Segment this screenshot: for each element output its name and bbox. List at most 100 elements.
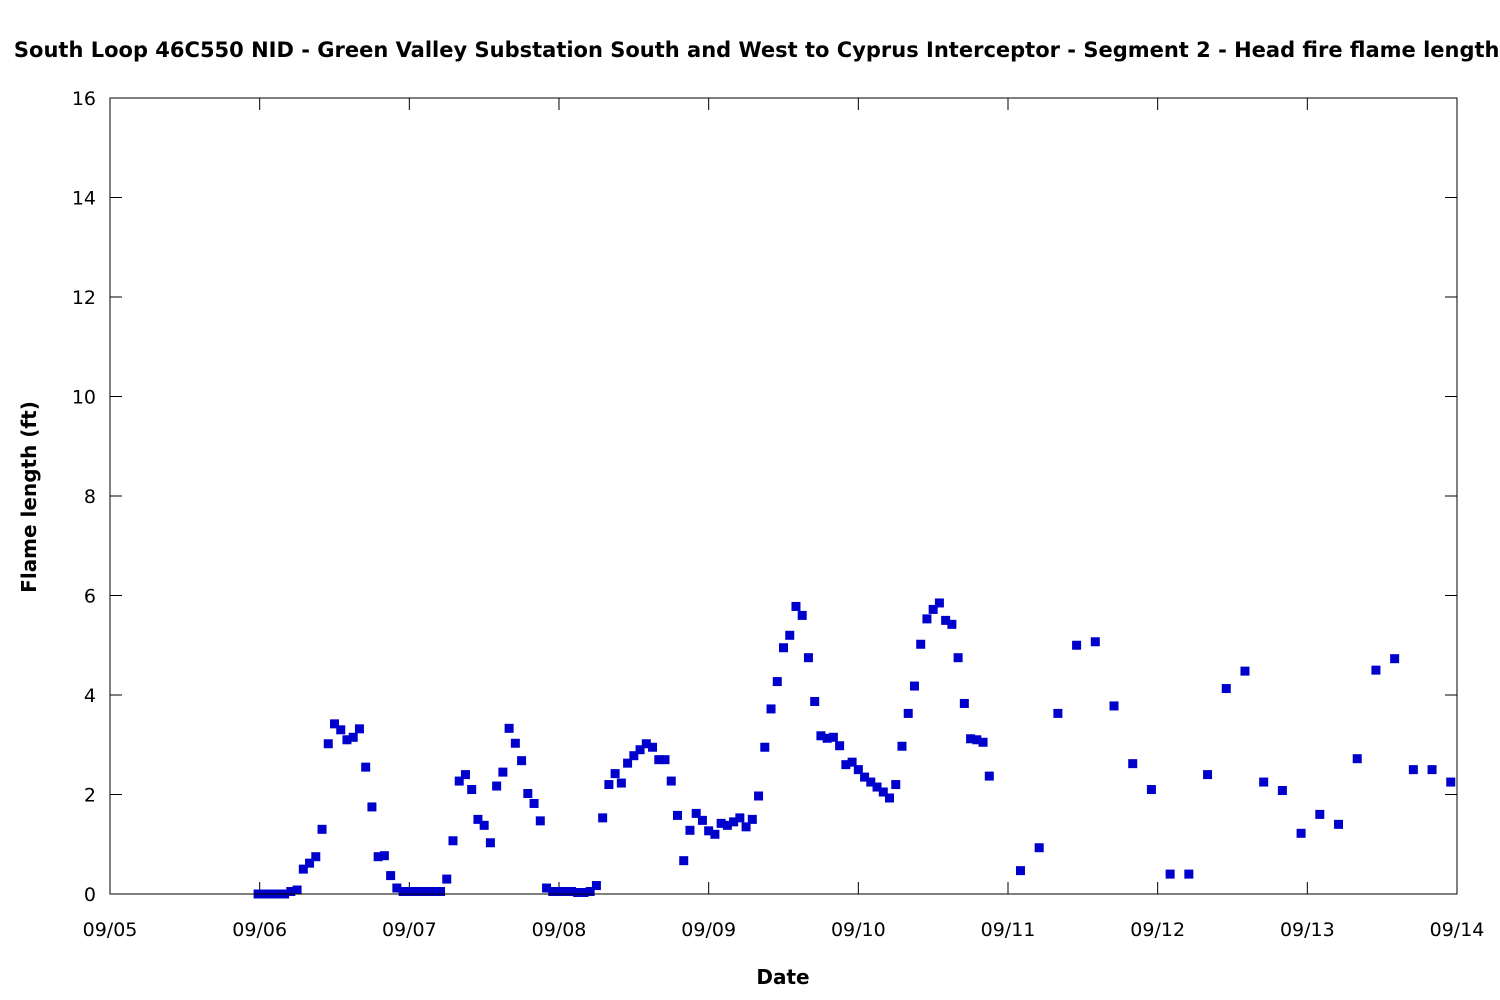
- data-point: [972, 735, 982, 745]
- data-point: [542, 883, 552, 893]
- y-axis-label: Flame length (ft): [17, 401, 41, 593]
- plot-frame: [109, 97, 1458, 895]
- data-point: [747, 814, 757, 824]
- data-point: [1352, 754, 1362, 764]
- y-tick-label: 2: [84, 785, 96, 807]
- data-point: [697, 815, 707, 825]
- data-point: [654, 755, 664, 765]
- data-point: [666, 776, 676, 786]
- data-point: [1109, 701, 1119, 711]
- data-point: [330, 719, 339, 729]
- data-point: [660, 755, 670, 765]
- x-tick-label: 09/10: [831, 919, 886, 941]
- data-point: [1408, 765, 1418, 775]
- data-point: [1203, 770, 1213, 780]
- data-point: [392, 883, 402, 893]
- data-point: [1146, 785, 1156, 795]
- data-point: [916, 639, 926, 649]
- y-tick-label: 16: [72, 88, 96, 110]
- data-point: [379, 851, 389, 861]
- data-point: [1072, 640, 1082, 650]
- data-point: [772, 677, 782, 687]
- data-point: [1184, 869, 1194, 879]
- data-point: [323, 739, 333, 749]
- data-point: [311, 852, 321, 862]
- data-point: [579, 888, 589, 898]
- data-point: [454, 776, 464, 786]
- data-point: [604, 780, 614, 790]
- data-point: [1446, 777, 1456, 787]
- data-point: [1390, 654, 1400, 664]
- y-tick-label: 10: [72, 387, 96, 409]
- data-point: [928, 604, 938, 614]
- data-point: [292, 885, 302, 895]
- x-axis-label: Date: [756, 965, 809, 989]
- x-tick-label: 09/13: [1280, 919, 1335, 941]
- x-tick-label: 09/09: [681, 919, 736, 941]
- x-tick-label: 09/05: [83, 919, 138, 941]
- data-point: [348, 732, 358, 742]
- y-tick-label: 0: [84, 884, 96, 906]
- y-tick-label: 6: [84, 586, 96, 608]
- data-point: [1296, 828, 1306, 838]
- data-point: [1015, 866, 1025, 876]
- data-point: [560, 887, 570, 897]
- data-point: [953, 653, 963, 663]
- data-point: [336, 725, 346, 735]
- data-point: [847, 757, 857, 767]
- data-point: [741, 822, 751, 832]
- chart-title: South Loop 46C550 NID - Green Valley Sub…: [14, 38, 1500, 62]
- data-point: [610, 769, 620, 779]
- data-point: [429, 887, 439, 897]
- data-point: [909, 681, 919, 691]
- data-point: [853, 765, 863, 775]
- axis-ticks: 09/05 09/06 09/07 09/08 09/09 09/10 09/11 09/12…: [72, 88, 1485, 941]
- data-point: [710, 829, 720, 839]
- data-point: [585, 887, 595, 897]
- data-point: [554, 887, 564, 897]
- data-point: [754, 791, 764, 801]
- data-point: [679, 856, 689, 866]
- data-point: [286, 887, 296, 897]
- data-point: [1334, 819, 1344, 829]
- data-point: [373, 852, 383, 862]
- x-tick-label: 09/14: [1430, 919, 1485, 941]
- data-point: [828, 732, 838, 742]
- data-point: [947, 619, 957, 629]
- data-point: [1259, 777, 1269, 787]
- data-point: [1240, 666, 1250, 676]
- data-point: [623, 758, 633, 768]
- data-point: [760, 742, 770, 752]
- data-point: [785, 630, 795, 640]
- data-point: [573, 888, 583, 898]
- data-point: [566, 887, 576, 897]
- data-point: [386, 871, 396, 881]
- data-point: [1315, 809, 1325, 819]
- data-point: [498, 767, 508, 777]
- x-tick-label: 09/12: [1130, 919, 1185, 941]
- data-point: [473, 814, 483, 824]
- data-point: [648, 742, 658, 752]
- data-point: [891, 780, 901, 790]
- data-point: [779, 643, 788, 653]
- y-tick-label: 8: [84, 486, 96, 508]
- y-tick-label: 12: [72, 287, 96, 309]
- data-point: [1165, 869, 1175, 879]
- data-point: [984, 771, 994, 781]
- data-point: [448, 836, 458, 846]
- data-point: [367, 802, 377, 812]
- data-point: [317, 824, 327, 834]
- x-tick-label: 09/07: [382, 919, 437, 941]
- data-point: [641, 739, 651, 749]
- data-point: [629, 751, 639, 761]
- x-tick-label: 09/06: [232, 919, 287, 941]
- data-point: [616, 778, 626, 788]
- data-point: [635, 745, 645, 755]
- x-tick-label: 09/08: [532, 919, 587, 941]
- data-point: [704, 826, 714, 836]
- data-point: [766, 704, 776, 714]
- data-point: [922, 614, 932, 624]
- data-point: [442, 874, 452, 884]
- data-point: [423, 887, 433, 897]
